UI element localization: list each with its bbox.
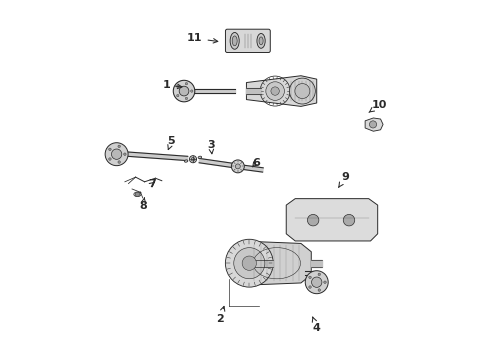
Circle shape: [309, 286, 311, 288]
Circle shape: [242, 256, 256, 270]
Circle shape: [185, 97, 188, 100]
Circle shape: [173, 80, 195, 102]
Polygon shape: [199, 158, 235, 168]
Text: 2: 2: [216, 306, 225, 324]
Circle shape: [324, 281, 326, 283]
Polygon shape: [311, 260, 322, 267]
Polygon shape: [246, 76, 317, 107]
Text: 6: 6: [252, 158, 260, 168]
Circle shape: [271, 87, 279, 95]
Circle shape: [179, 86, 189, 96]
Circle shape: [176, 94, 179, 97]
Circle shape: [369, 121, 377, 128]
Circle shape: [135, 192, 140, 197]
Ellipse shape: [230, 32, 239, 49]
Ellipse shape: [134, 192, 141, 197]
Circle shape: [118, 145, 121, 148]
Polygon shape: [249, 241, 311, 285]
Circle shape: [111, 149, 122, 159]
Polygon shape: [244, 165, 263, 172]
Circle shape: [290, 78, 316, 104]
Polygon shape: [128, 152, 188, 161]
FancyBboxPatch shape: [225, 29, 270, 53]
Polygon shape: [246, 88, 261, 94]
Polygon shape: [286, 199, 378, 241]
Circle shape: [309, 276, 311, 279]
Circle shape: [343, 215, 355, 226]
Circle shape: [109, 158, 111, 160]
Ellipse shape: [257, 33, 265, 48]
Text: 7: 7: [148, 179, 156, 189]
Polygon shape: [305, 271, 317, 275]
Text: 1: 1: [162, 80, 182, 90]
Circle shape: [190, 156, 196, 163]
Text: 3: 3: [207, 140, 215, 154]
Polygon shape: [184, 89, 235, 93]
Ellipse shape: [259, 37, 263, 45]
Circle shape: [318, 273, 320, 276]
Circle shape: [191, 90, 193, 92]
Ellipse shape: [184, 160, 188, 162]
Circle shape: [295, 84, 310, 99]
Text: 8: 8: [139, 198, 147, 211]
Circle shape: [176, 85, 179, 88]
Circle shape: [118, 161, 121, 163]
Text: 4: 4: [312, 317, 320, 333]
Text: 11: 11: [187, 33, 218, 43]
Circle shape: [234, 248, 265, 279]
Circle shape: [225, 239, 273, 287]
Polygon shape: [365, 118, 383, 131]
Circle shape: [105, 143, 128, 166]
Circle shape: [185, 82, 188, 85]
Circle shape: [191, 157, 195, 161]
Polygon shape: [249, 260, 273, 267]
Circle shape: [266, 82, 284, 100]
Ellipse shape: [198, 156, 201, 158]
Circle shape: [235, 164, 240, 169]
Circle shape: [305, 271, 328, 294]
Text: 5: 5: [168, 136, 175, 150]
Text: 10: 10: [369, 100, 387, 112]
Ellipse shape: [232, 36, 237, 46]
Circle shape: [318, 289, 320, 291]
Circle shape: [312, 277, 322, 287]
Circle shape: [109, 148, 111, 150]
Circle shape: [123, 153, 126, 156]
Circle shape: [231, 160, 245, 173]
Text: 9: 9: [339, 172, 349, 187]
Circle shape: [307, 215, 319, 226]
